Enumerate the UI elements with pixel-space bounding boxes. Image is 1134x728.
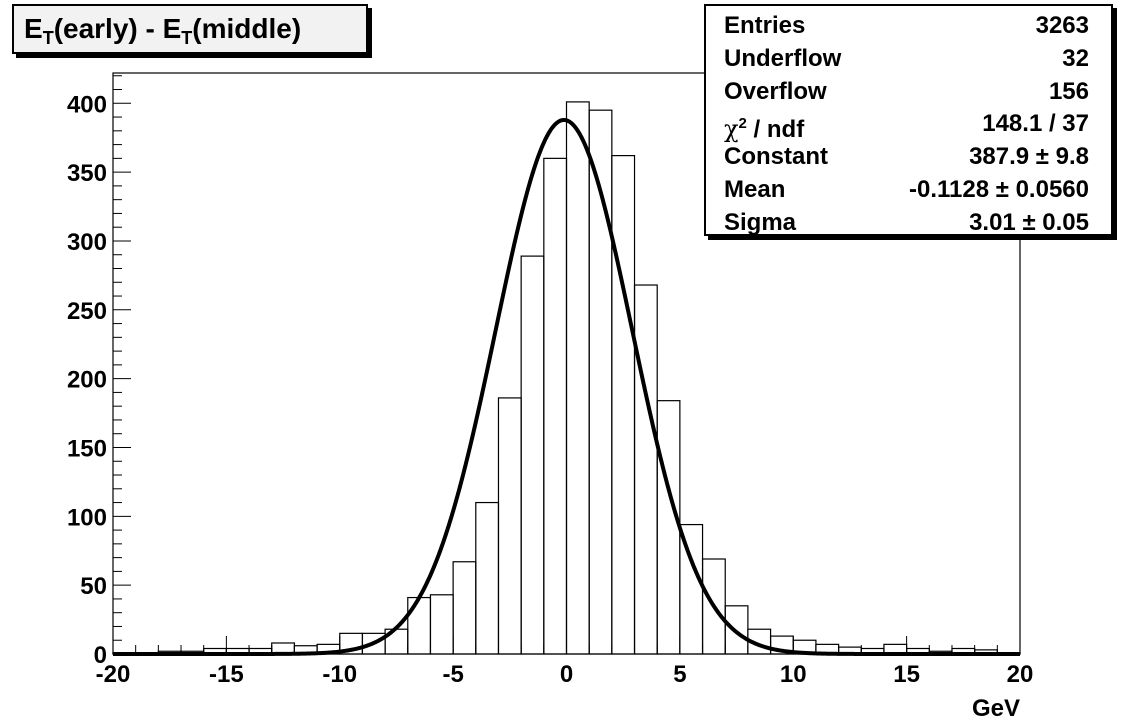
x-tick-label: -15 [209,661,244,688]
y-tick-label: 250 [67,298,107,325]
histogram-bin [543,157,568,655]
histogram-bin [633,284,658,655]
histogram-bin [407,596,432,655]
title-sub-1: T [42,28,54,48]
stat-row-chi2: χ2 / ndf 148.1 / 37 [724,108,1089,144]
entries-label: Entries [724,12,806,39]
y-tick-label: 50 [80,573,107,600]
chi2-label: χ2 / ndf [724,108,805,144]
sigma-label: Sigma [724,208,797,236]
constant-value: 387.9 ± 9.8 [969,143,1089,171]
title-sub-2: T [181,28,193,48]
entries-value: 3263 [1035,12,1089,39]
x-axis: -20 -15 -10 -5 0 5 10 15 20 [96,636,1034,688]
chi2-value: 148.1 / 37 [982,110,1089,138]
title-main-2: (early) - E [53,13,182,44]
x-tick-label: -10 [322,661,357,688]
histogram-bin [611,155,636,655]
overflow-value: 156 [1048,77,1089,105]
constant-label: Constant [724,143,828,171]
y-tick-label: 400 [67,91,107,118]
mean-label: Mean [724,175,786,203]
stat-row-underflow: Underflow 32 [724,43,1089,76]
title-main-1: E [24,13,43,44]
chi-symbol: χ [724,115,739,144]
fit-curve [112,117,1021,656]
title-main-3: (middle) [192,13,302,44]
histogram-bin [656,400,681,655]
x-axis-label: GeV [972,695,1020,722]
underflow-label: Underflow [724,44,842,72]
stat-row-constant: Constant 387.9 ± 9.8 [724,141,1089,174]
y-tick-label: 0 [94,642,107,669]
sigma-value: 3.01 ± 0.05 [969,208,1089,236]
y-tick-label: 150 [67,435,107,462]
histogram-title: ET(early) - ET(middle) [12,4,368,54]
y-tick-label: 350 [67,160,107,187]
stat-row-overflow: Overflow 156 [724,76,1089,109]
stats-box: Entries 3263 Underflow 32 Overflow 156 χ… [704,4,1113,236]
overflow-label: Overflow [724,77,827,105]
histogram-bin [565,101,590,655]
y-axis: 0 50 100 150 200 250 300 350 400 [67,75,131,669]
x-tick-label: 5 [673,661,686,688]
y-tick-label: 200 [67,367,107,394]
stat-row-entries: Entries 3263 [724,10,1089,43]
x-tick-label: 10 [780,661,807,688]
histogram-bin [452,561,477,655]
x-tick-label: 15 [893,661,920,688]
histogram-bin [429,594,454,655]
histogram-bin [475,501,500,655]
y-tick-label: 100 [67,504,107,531]
gaussian-fit [112,117,1021,656]
histogram-bin [497,397,522,655]
mean-value: -0.1128 ± 0.0560 [909,175,1089,203]
chi2-rest: / ndf [746,116,805,144]
chi2-power: 2 [738,115,747,133]
x-tick-label: 0 [560,661,573,688]
x-tick-label: 20 [1007,661,1034,688]
stat-row-mean: Mean -0.1128 ± 0.0560 [724,174,1089,207]
x-tick-label: -5 [442,661,463,688]
underflow-value: 32 [1062,44,1089,72]
x-tick-label: -20 [96,661,131,688]
y-tick-label: 300 [67,229,107,256]
histogram-bin [520,255,545,655]
stat-row-sigma: Sigma 3.01 ± 0.05 [724,207,1089,240]
